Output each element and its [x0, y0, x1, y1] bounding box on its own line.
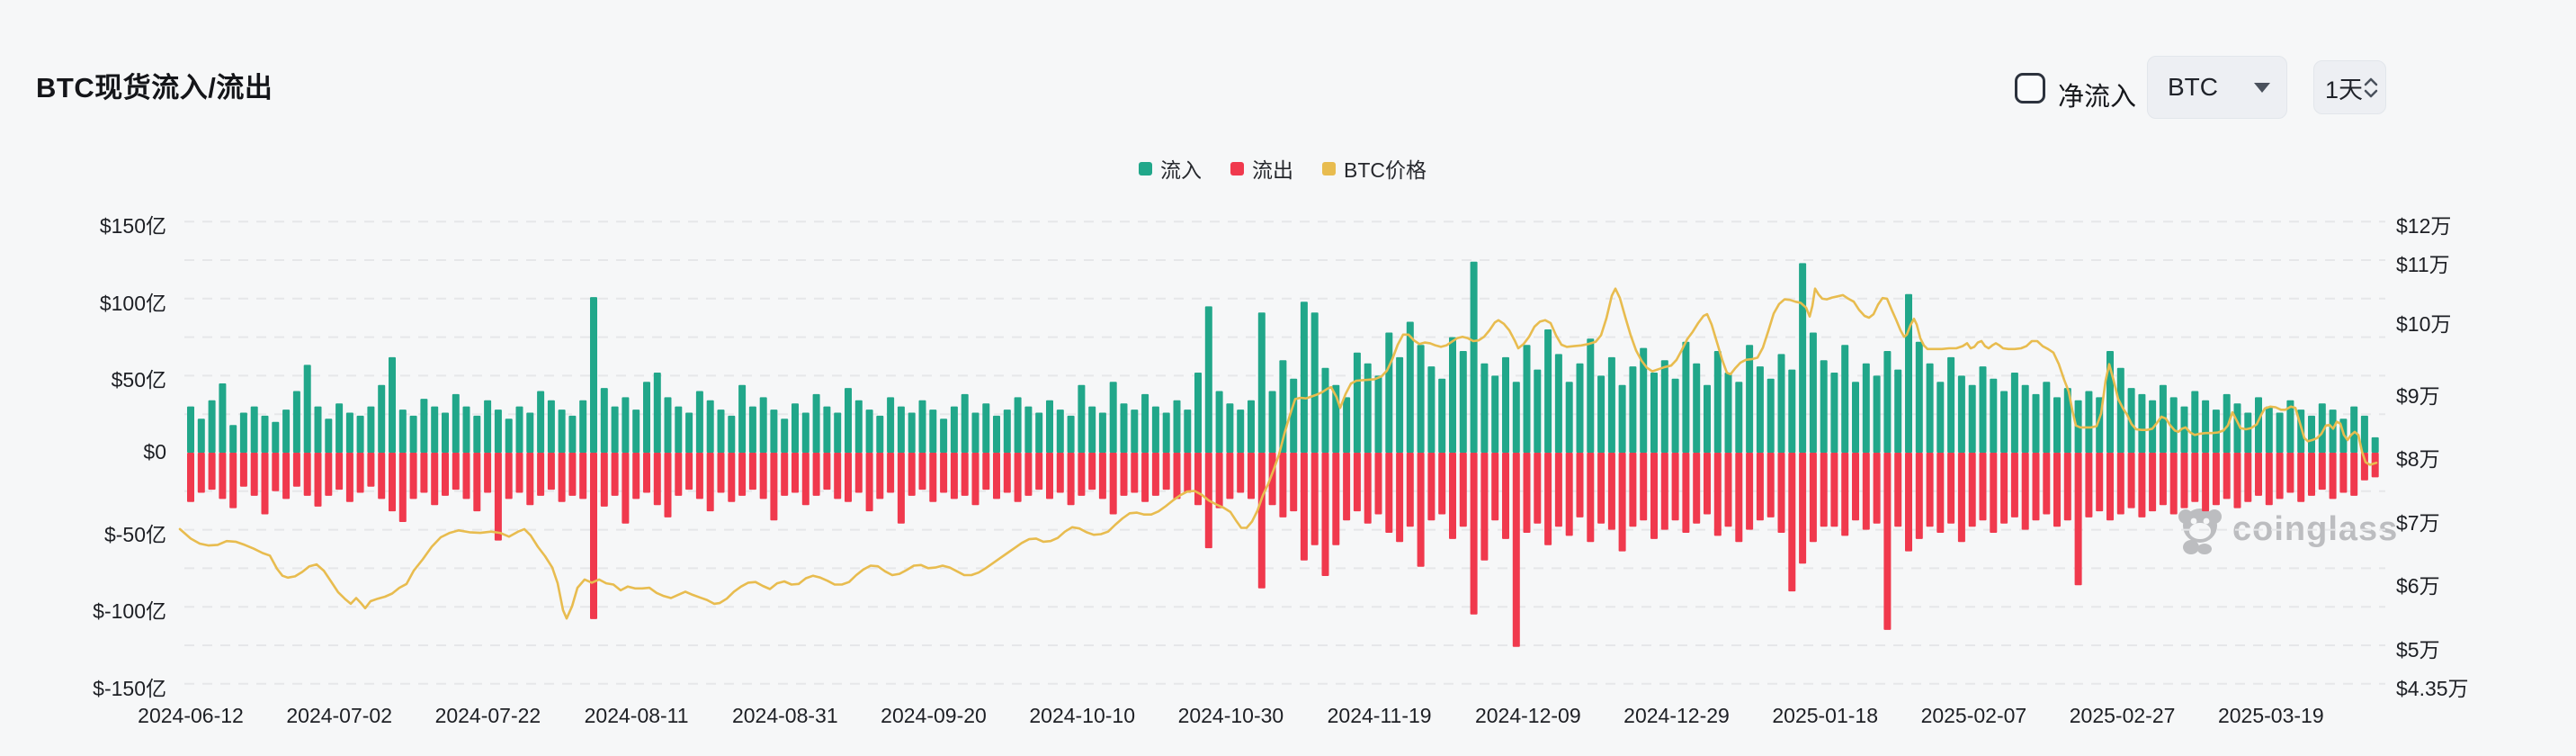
chevron-down-icon — [2254, 82, 2270, 93]
legend-item-outflow[interactable]: 流出 — [1230, 153, 1293, 184]
y-axis-tick-left: $-100亿 — [93, 599, 166, 624]
chevron-up-icon[interactable] — [2364, 77, 2378, 86]
x-axis-tick: 2024-07-22 — [434, 704, 541, 727]
x-axis-tick: 2024-10-30 — [1177, 704, 1284, 727]
y-axis-tick-left: $100亿 — [99, 291, 166, 315]
y-axis-tick-left: $50亿 — [111, 368, 166, 392]
x-axis-tick: 2025-02-07 — [1920, 704, 2027, 727]
x-axis-tick: 2024-11-19 — [1327, 704, 1432, 727]
x-axis-tick: 2024-09-20 — [881, 704, 987, 727]
y-axis-tick-left: $0 — [143, 440, 166, 464]
coinglass-watermark: coinglass — [2177, 504, 2398, 554]
chevron-down-icon[interactable] — [2364, 89, 2378, 98]
y-axis-tick-right: $8万 — [2396, 447, 2440, 471]
net-inflow-checkbox[interactable] — [2015, 73, 2045, 104]
coinglass-logo-icon — [2178, 508, 2222, 554]
legend-item-price[interactable]: BTC价格 — [1322, 153, 1427, 184]
y-axis-tick-left: $-50亿 — [103, 522, 166, 546]
inflow-swatch-icon — [1139, 161, 1152, 176]
y-axis-tick-right: $5万 — [2396, 638, 2440, 662]
legend-item-inflow[interactable]: 流入 — [1139, 153, 1202, 184]
x-axis-tick: 2025-02-27 — [2069, 704, 2176, 727]
y-axis-tick-right: $10万 — [2396, 312, 2452, 336]
outflow-swatch-icon — [1230, 161, 1244, 176]
price-swatch-icon — [1322, 161, 1336, 176]
interval-stepper[interactable]: 1天 — [2313, 60, 2386, 114]
interval-stepper-value: 1天 — [2325, 76, 2364, 104]
net-inflow-label[interactable]: 净流入 — [2058, 83, 2137, 112]
y-axis-tick-right: $12万 — [2396, 214, 2452, 238]
y-axis-tick-right: $11万 — [2396, 253, 2450, 276]
y-axis-tick-right: $4.35万 — [2396, 677, 2469, 700]
y-axis-tick-right: $9万 — [2396, 384, 2440, 408]
x-axis-tick: 2024-08-11 — [584, 704, 689, 727]
y-axis-tick-left: $150亿 — [99, 214, 166, 238]
page-title: BTC现货流入/流出 — [36, 72, 273, 104]
legend-label: BTC价格 — [1344, 158, 1427, 182]
x-axis-tick: 2024-12-29 — [1623, 704, 1730, 727]
x-axis-tick: 2024-07-02 — [286, 704, 393, 727]
x-axis-tick: 2024-10-10 — [1029, 704, 1136, 727]
y-axis-tick-left: $-150亿 — [93, 676, 166, 700]
watermark-text: coinglass — [2232, 509, 2399, 548]
symbol-select[interactable]: BTC — [2147, 56, 2287, 119]
x-axis-tick: 2024-12-09 — [1474, 704, 1581, 727]
legend-label: 流出 — [1252, 158, 1293, 182]
chart-legend: 流入 流出 BTC价格 — [180, 157, 2385, 182]
legend-label: 流入 — [1160, 158, 1202, 182]
y-axis-tick-right: $6万 — [2396, 574, 2440, 598]
symbol-select-value: BTC — [2168, 73, 2218, 101]
y-axis-tick-right: $7万 — [2396, 511, 2440, 535]
stepper-arrows[interactable] — [2364, 77, 2378, 98]
x-axis-tick: 2024-08-31 — [731, 704, 838, 727]
x-axis-tick: 2025-03-19 — [2217, 704, 2324, 727]
x-axis-tick: 2024-06-12 — [138, 704, 244, 727]
x-axis-tick: 2025-01-18 — [1772, 704, 1879, 727]
